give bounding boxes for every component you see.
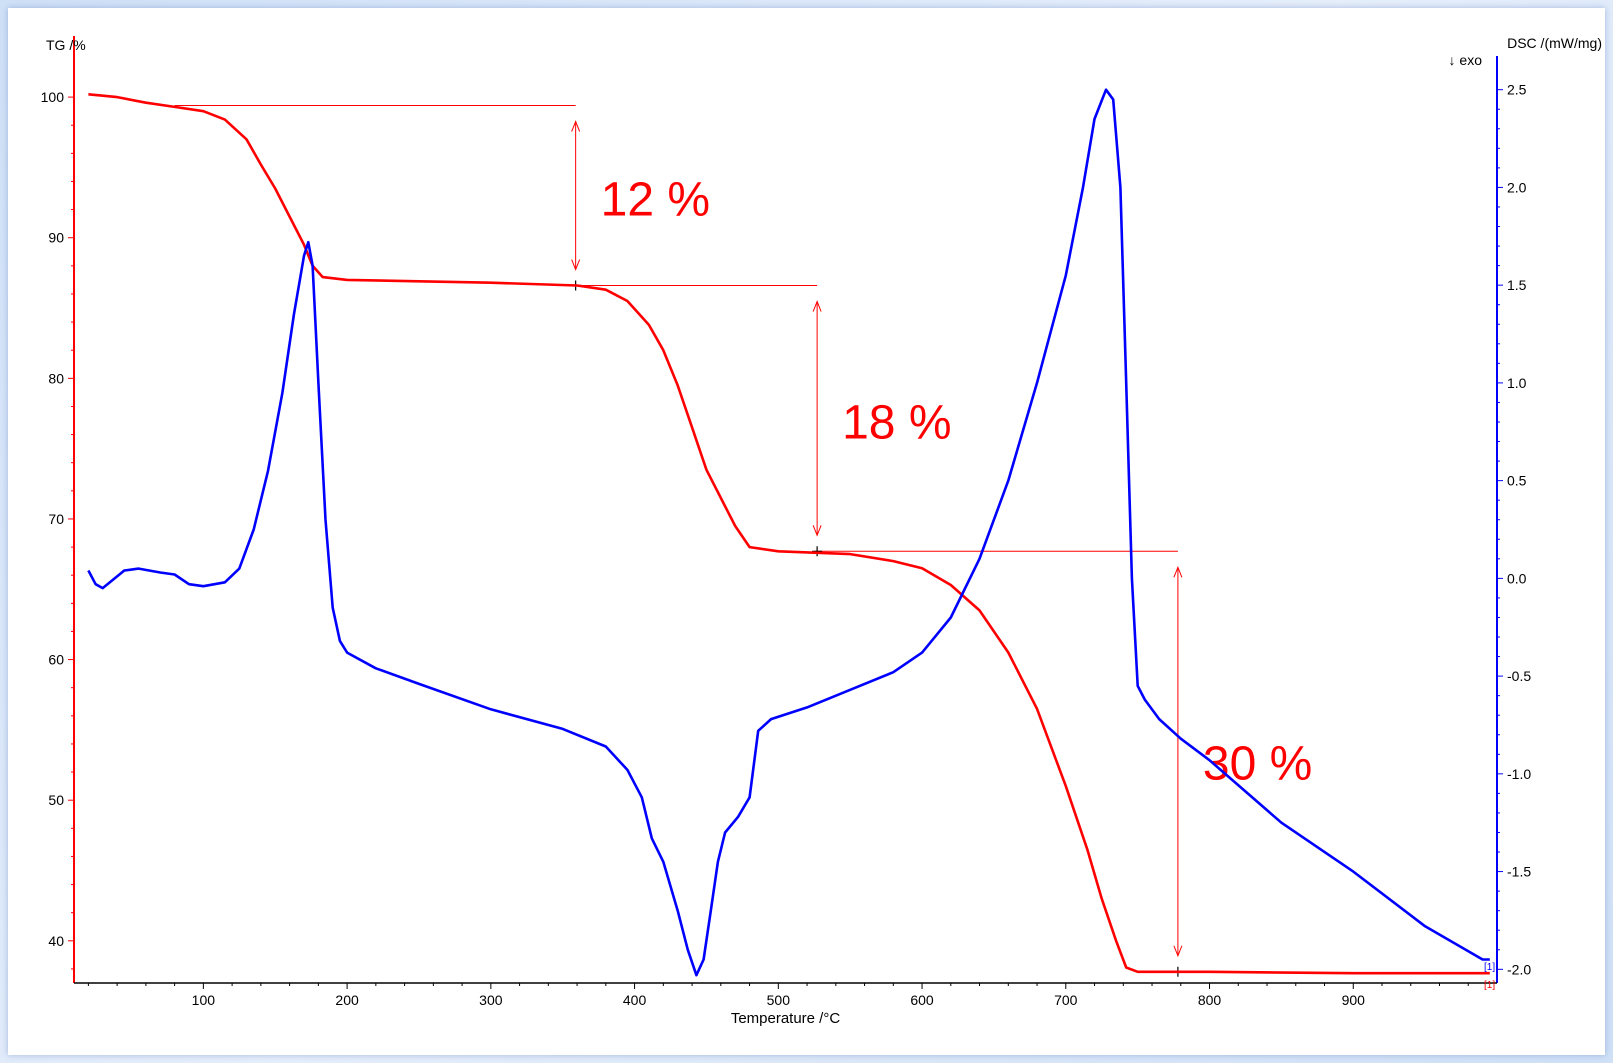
x-tick-label: 600 bbox=[910, 992, 934, 1008]
mass-loss-arrow bbox=[1173, 565, 1183, 958]
mass-loss-arrow bbox=[571, 120, 581, 271]
x-tick-label: 800 bbox=[1198, 992, 1222, 1008]
mass-loss-label: 12 % bbox=[601, 174, 710, 227]
y-right-tick-label: 0.0 bbox=[1507, 570, 1527, 586]
mass-loss-arrow bbox=[812, 300, 822, 537]
y-right-tick-label: 1.0 bbox=[1507, 375, 1527, 391]
x-tick-label: 500 bbox=[767, 992, 791, 1008]
y-left-tick-label: 50 bbox=[48, 792, 64, 808]
cursor-marker-tg: [1] bbox=[1484, 980, 1495, 991]
x-tick-label: 900 bbox=[1342, 992, 1366, 1008]
y-left-tick-label: 60 bbox=[48, 652, 64, 668]
arrow-head-up bbox=[1173, 565, 1183, 578]
tg-dsc-chart: 100 200 300 400 500 600 700 800 900 40 50 60 70 80 90 1… bbox=[41, 35, 1602, 1027]
mass-loss-label: 18 % bbox=[842, 396, 951, 449]
y-right-tick-label: 1.5 bbox=[1507, 277, 1527, 293]
arrow-head-down bbox=[1173, 945, 1183, 958]
x-tick-label: 400 bbox=[623, 992, 647, 1008]
arrow-head-up bbox=[571, 120, 581, 132]
y-left-axis-title: TG /% bbox=[46, 37, 86, 53]
x-tick-label: 300 bbox=[479, 992, 503, 1008]
y-right-tick-label: -1.0 bbox=[1507, 766, 1531, 782]
y-right-tick-label: 0.5 bbox=[1507, 473, 1527, 489]
arrow-head-down bbox=[571, 259, 581, 271]
tg-curve bbox=[88, 93, 1490, 975]
chart-frame: 100 200 300 400 500 600 700 800 900 40 50 60 70 80 90 1… bbox=[8, 8, 1605, 1055]
arrow-head-down bbox=[812, 525, 822, 537]
y-left-tick-label: 70 bbox=[48, 511, 64, 527]
x-axis-title: Temperature /°C bbox=[731, 1010, 841, 1027]
x-tick-label: 100 bbox=[192, 992, 216, 1008]
y-right-tick-label: -2.0 bbox=[1507, 961, 1531, 977]
y-left-tick-label: 90 bbox=[48, 230, 64, 246]
x-tick-label: 200 bbox=[335, 992, 359, 1008]
cursor-marker-dsc: [1] bbox=[1484, 962, 1495, 973]
y-right-tick-label: -1.5 bbox=[1507, 864, 1531, 880]
x-tick-label: 700 bbox=[1054, 992, 1078, 1008]
mass-loss-label: 30 % bbox=[1203, 738, 1312, 791]
y-right-exo-label: ↓ exo bbox=[1449, 52, 1483, 68]
y-right-tick-label: 2.0 bbox=[1507, 179, 1527, 195]
step-marker bbox=[812, 546, 823, 557]
y-right-axis-title: DSC /(mW/mg) bbox=[1507, 35, 1602, 51]
y-left-tick-label: 40 bbox=[48, 933, 64, 949]
arrow-head-up bbox=[812, 300, 822, 312]
y-left-tick-label: 80 bbox=[48, 370, 64, 386]
dsc-curve bbox=[87, 88, 1490, 977]
y-left-tick-label: 100 bbox=[41, 89, 65, 105]
y-right-tick-label: 2.5 bbox=[1507, 82, 1527, 98]
y-right-tick-label: -0.5 bbox=[1507, 668, 1531, 684]
